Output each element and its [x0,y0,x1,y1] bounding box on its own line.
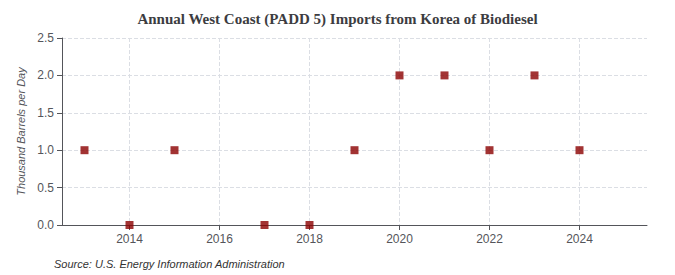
svg-text:2018: 2018 [296,232,323,246]
svg-text:1.5: 1.5 [37,106,54,120]
svg-text:2020: 2020 [386,232,413,246]
svg-text:0.0: 0.0 [37,218,54,232]
svg-text:2016: 2016 [206,232,233,246]
svg-text:2014: 2014 [116,232,143,246]
svg-text:Thousand Barrels per Day: Thousand Barrels per Day [15,66,27,196]
svg-text:2.5: 2.5 [37,31,54,45]
svg-text:2.0: 2.0 [37,68,54,82]
svg-text:Annual West Coast (PADD 5) Imp: Annual West Coast (PADD 5) Imports from … [137,11,537,28]
svg-text:0.5: 0.5 [37,181,54,195]
svg-text:2022: 2022 [476,232,503,246]
svg-text:1.0: 1.0 [37,143,54,157]
svg-text:2024: 2024 [566,232,593,246]
svg-text:Source: U.S. Energy Informatio: Source: U.S. Energy Information Administ… [54,258,285,270]
